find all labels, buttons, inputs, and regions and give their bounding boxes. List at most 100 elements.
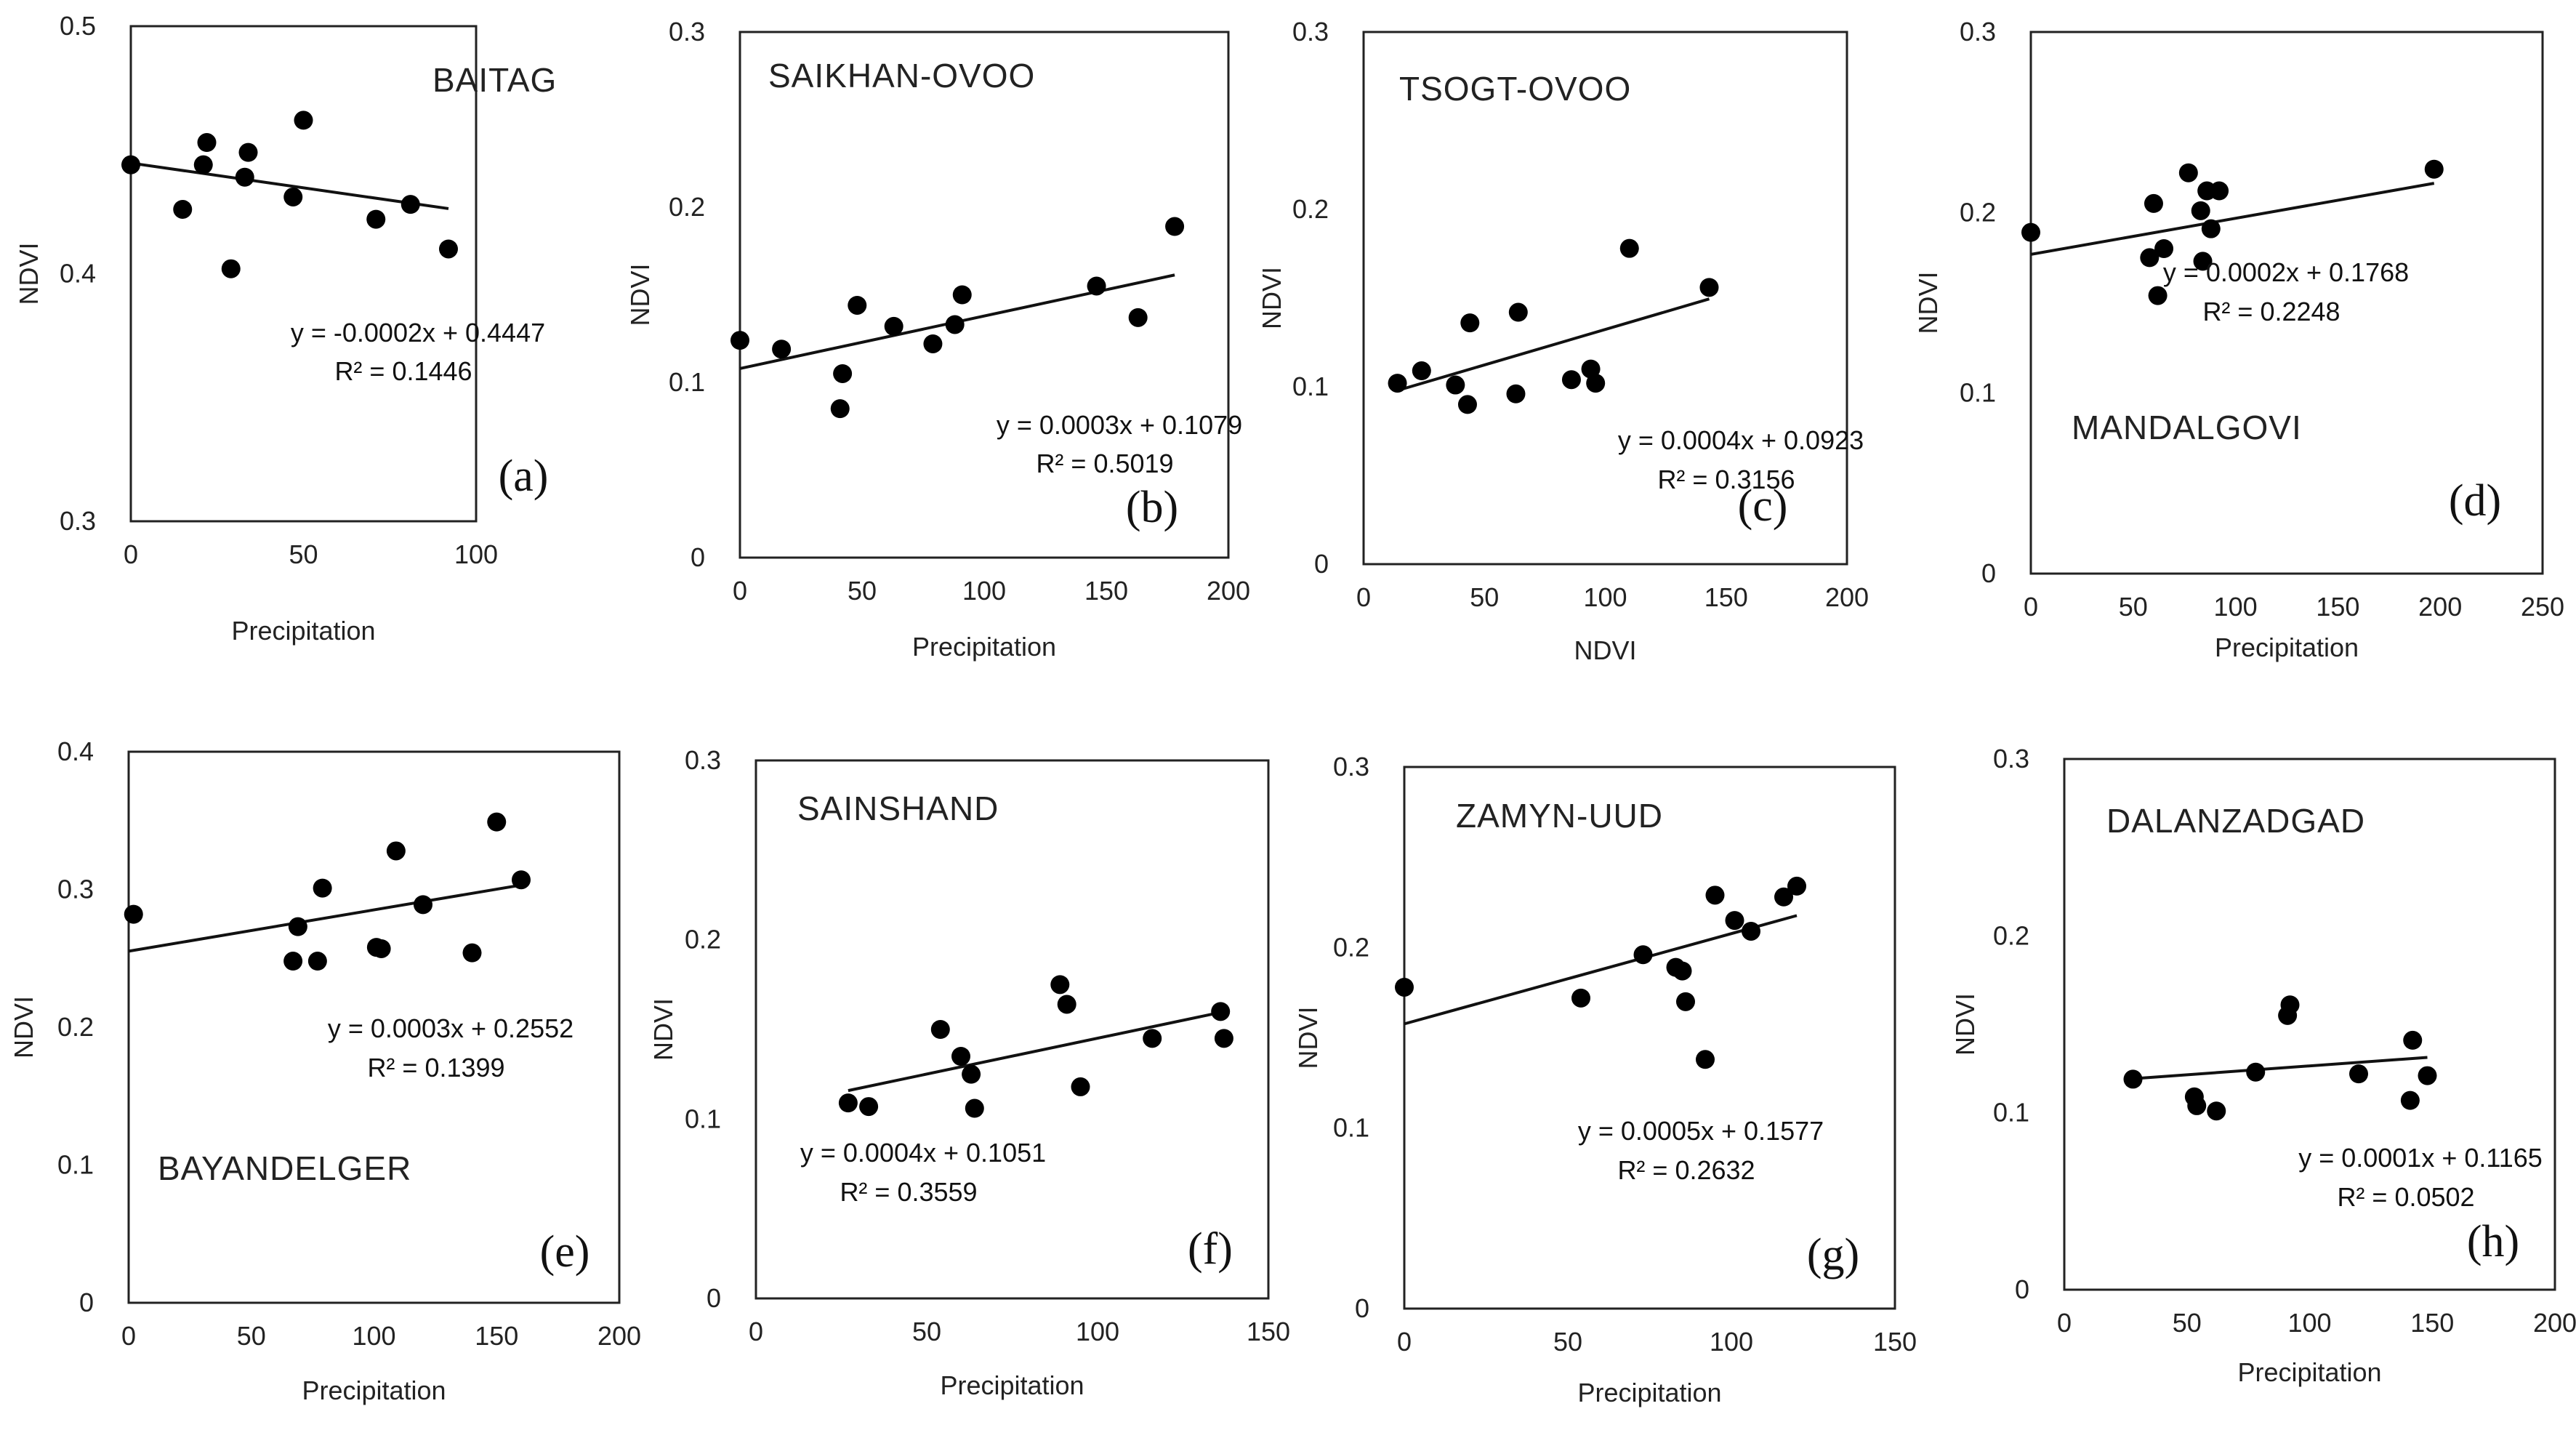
data-point bbox=[1676, 992, 1695, 1011]
data-point bbox=[2210, 181, 2229, 201]
data-point bbox=[401, 195, 420, 214]
data-point bbox=[1071, 1077, 1090, 1096]
data-point bbox=[2403, 1030, 2423, 1050]
y-axis-label: NDVI bbox=[1950, 993, 1980, 1056]
data-point bbox=[238, 142, 258, 162]
data-point bbox=[2191, 201, 2210, 220]
x-tick-label: 50 bbox=[2173, 1308, 2202, 1338]
data-point bbox=[121, 155, 140, 174]
station-label: SAIKHAN-OVOO bbox=[768, 57, 1035, 95]
plot-frame bbox=[738, 31, 1230, 559]
data-point bbox=[1087, 276, 1106, 296]
trend-equation: y = -0.0002x + 0.4447 bbox=[291, 318, 545, 348]
data-point bbox=[965, 1098, 984, 1118]
x-axis-label: NDVI bbox=[1574, 635, 1636, 665]
x-tick-label: 150 bbox=[1084, 576, 1128, 606]
data-point bbox=[197, 133, 217, 153]
r-squared-label: R² = 0.3559 bbox=[840, 1177, 977, 1207]
station-label: DALANZADGAD bbox=[2106, 802, 2365, 840]
data-point bbox=[2148, 286, 2168, 305]
data-point bbox=[221, 259, 241, 278]
data-point bbox=[307, 952, 327, 971]
x-tick-label: 100 bbox=[2214, 592, 2258, 622]
panel-h: 0 50 100 150 200 0 0.1 0.2 0.3 Precipitation NDVI D… bbox=[1950, 744, 2576, 1387]
x-tick-label: 100 bbox=[1076, 1317, 1119, 1346]
data-point bbox=[313, 878, 332, 898]
x-tick-label: 250 bbox=[2521, 592, 2564, 622]
y-tick-label: 0 bbox=[707, 1283, 721, 1313]
y-axis-label: NDVI bbox=[625, 263, 655, 326]
trend-equation: y = 0.0004x + 0.0923 bbox=[1618, 425, 1864, 455]
data-point bbox=[2193, 252, 2213, 271]
data-point bbox=[2207, 1101, 2226, 1121]
y-tick-label: 0.1 bbox=[1993, 1098, 2029, 1128]
data-point bbox=[124, 904, 143, 924]
y-tick-label: 0.3 bbox=[669, 17, 705, 47]
data-point bbox=[962, 1064, 981, 1084]
x-tick-label: 150 bbox=[1247, 1317, 1290, 1346]
plot-frame bbox=[754, 759, 1270, 1300]
data-point bbox=[1057, 995, 1076, 1014]
data-point bbox=[2400, 1090, 2420, 1110]
data-point bbox=[1586, 374, 1606, 393]
x-tick-label: 50 bbox=[1470, 582, 1499, 612]
y-tick-label: 0.2 bbox=[57, 1012, 94, 1042]
data-point bbox=[235, 167, 254, 187]
data-point bbox=[288, 917, 307, 936]
y-tick-label: 0.1 bbox=[685, 1104, 721, 1133]
station-label: BAITAG bbox=[432, 61, 557, 99]
data-point bbox=[386, 841, 406, 861]
y-tick-label: 0.2 bbox=[1333, 932, 1369, 962]
data-point bbox=[1050, 975, 1070, 995]
station-label: BAYANDELGER bbox=[158, 1149, 411, 1187]
panel-b: 0 50 100 150 200 0 0.1 0.2 0.3 Precipitation NDVI S… bbox=[625, 17, 1250, 662]
data-point bbox=[884, 316, 903, 336]
trend-line bbox=[2133, 1056, 2428, 1080]
data-point bbox=[283, 187, 303, 206]
y-tick-label: 0.2 bbox=[1292, 194, 1329, 224]
data-point bbox=[1787, 876, 1806, 896]
data-point bbox=[1581, 359, 1601, 379]
r-squared-label: R² = 0.2632 bbox=[1617, 1155, 1755, 1185]
y-axis-label: NDVI bbox=[9, 996, 39, 1059]
data-point bbox=[462, 943, 482, 963]
data-point bbox=[2187, 1096, 2207, 1115]
y-tick-label: 0.4 bbox=[60, 259, 96, 289]
y-axis-label: NDVI bbox=[1913, 271, 1943, 334]
x-axis-label: Precipitation bbox=[940, 1370, 1084, 1400]
data-point bbox=[294, 111, 313, 130]
panel-letter: (e) bbox=[540, 1227, 590, 1277]
data-point bbox=[1619, 238, 1639, 258]
data-point bbox=[2280, 995, 2300, 1015]
r-squared-label: R² = 0.3156 bbox=[1657, 465, 1795, 494]
y-tick-label: 0 bbox=[2015, 1274, 2029, 1304]
data-point bbox=[952, 285, 972, 305]
panel-letter: (g) bbox=[1807, 1230, 1859, 1280]
data-point bbox=[2178, 163, 2198, 182]
data-point bbox=[1725, 911, 1744, 931]
data-point bbox=[730, 331, 749, 350]
panel-f: 0 50 100 150 0 0.1 0.2 0.3 Precipitation NDVI SAIN… bbox=[648, 745, 1290, 1400]
trend-line bbox=[2030, 182, 2435, 256]
panel-e: 0 50 100 150 200 0 0.1 0.2 0.3 0.4 Precipitation ND… bbox=[9, 736, 641, 1405]
y-tick-label: 0.3 bbox=[60, 506, 96, 536]
trend-line bbox=[1404, 914, 1798, 1026]
plot-frame bbox=[127, 750, 621, 1304]
plot-frame bbox=[2029, 31, 2544, 575]
y-axis-label: NDVI bbox=[1293, 1006, 1323, 1069]
y-tick-label: 0.3 bbox=[1960, 17, 1996, 47]
r-squared-label: R² = 0.2248 bbox=[2202, 297, 2340, 326]
trend-equation: y = 0.0003x + 0.2552 bbox=[328, 1013, 573, 1043]
trend-line bbox=[848, 1010, 1225, 1093]
data-point bbox=[923, 334, 943, 353]
data-point bbox=[1508, 302, 1528, 322]
y-tick-label: 0.2 bbox=[1993, 920, 2029, 950]
y-tick-label: 0.3 bbox=[1993, 744, 2029, 774]
x-tick-label: 0 bbox=[749, 1317, 763, 1346]
x-tick-label: 200 bbox=[1207, 576, 1250, 606]
data-point bbox=[1699, 278, 1719, 297]
x-tick-label: 200 bbox=[597, 1321, 641, 1351]
data-point bbox=[173, 199, 193, 219]
data-point bbox=[1211, 1002, 1231, 1021]
data-point bbox=[772, 340, 792, 359]
